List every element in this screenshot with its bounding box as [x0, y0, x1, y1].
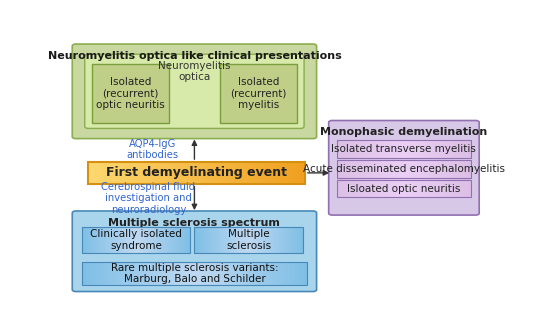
FancyBboxPatch shape [72, 44, 316, 139]
Text: Neuromyelitis
optica: Neuromyelitis optica [158, 61, 231, 82]
Bar [82, 227, 190, 253]
Text: Multiple
sclerosis: Multiple sclerosis [226, 229, 271, 251]
Text: Isolated
(recurrent)
optic neuritis: Isolated (recurrent) optic neuritis [96, 77, 165, 110]
Text: Monophasic demyelination: Monophasic demyelination [320, 127, 487, 137]
Bar [88, 162, 305, 184]
Bar [337, 140, 471, 158]
Text: Isolated
(recurrent)
myelitis: Isolated (recurrent) myelitis [230, 77, 286, 110]
Text: Cerebrospinal fluid
investigation and
neuroradiology: Cerebrospinal fluid investigation and ne… [102, 182, 196, 215]
FancyBboxPatch shape [72, 211, 316, 292]
Text: Acute disseminated encephalomyelitis: Acute disseminated encephalomyelitis [303, 164, 505, 174]
Bar [220, 64, 296, 122]
Text: Multiple sclerosis spectrum: Multiple sclerosis spectrum [109, 217, 280, 228]
Bar [337, 160, 471, 178]
Bar [194, 227, 303, 253]
Text: First demyelinating event: First demyelinating event [106, 166, 287, 179]
FancyBboxPatch shape [85, 54, 304, 128]
Text: Clinically isolated
syndrome: Clinically isolated syndrome [90, 229, 182, 251]
Text: Isolated transverse myelitis: Isolated transverse myelitis [331, 144, 476, 154]
Bar [337, 180, 471, 198]
Text: Neuromyelitis optica like clinical presentations: Neuromyelitis optica like clinical prese… [47, 51, 341, 61]
Bar [93, 64, 169, 122]
Text: Rare multiple sclerosis variants:
Marburg, Balo and Schilder: Rare multiple sclerosis variants: Marbur… [111, 262, 278, 284]
FancyBboxPatch shape [329, 120, 479, 215]
Bar [82, 262, 307, 285]
Text: AQP4-IgG
antibodies: AQP4-IgG antibodies [126, 138, 179, 160]
Text: Isloated optic neuritis: Isloated optic neuritis [347, 184, 461, 194]
